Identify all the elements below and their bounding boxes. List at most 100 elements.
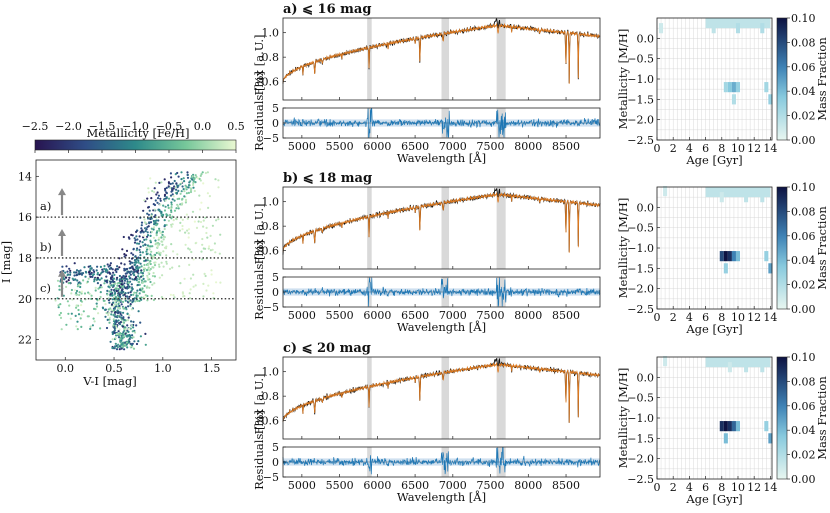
cmd-star-point (147, 266, 150, 269)
cmd-star-point (183, 190, 186, 193)
cmd-star-point (58, 285, 61, 288)
cmd-star-point (113, 347, 116, 350)
metallicity-colorbar-tick-label: 0.0 (194, 120, 212, 133)
cmd-star-point (129, 262, 132, 265)
cmd-star-point (108, 267, 111, 270)
cmd-star-point (140, 269, 143, 272)
cmd-star-point (191, 178, 194, 181)
cmd-star-point (199, 220, 203, 224)
cmd-star-point (157, 219, 160, 222)
cmd-star-point (193, 177, 196, 180)
cmd-star-point (153, 208, 156, 211)
age-met-cell (659, 23, 664, 34)
age-met-cell (723, 421, 728, 432)
cmd-star-point (219, 281, 222, 284)
cmd-cut-label: c) (40, 281, 51, 295)
cmd-star-point (115, 332, 118, 336)
mass-fraction-tick-label: 0.04 (791, 85, 816, 98)
cmd-star-point (135, 342, 139, 346)
cmd-star-point (88, 292, 91, 295)
cmd-star-point (106, 289, 109, 292)
cmd-star-point (189, 277, 192, 280)
cmd-star-point (198, 194, 201, 197)
cmd-star-point (103, 267, 106, 270)
age-xtick-label: 6 (702, 142, 709, 155)
cmd-star-point (122, 235, 125, 239)
cmd-star-point (145, 246, 148, 249)
cmd-star-point (182, 177, 185, 180)
cmd-star-point (171, 266, 174, 269)
cmd-star-point (170, 201, 173, 204)
cmd-star-point (213, 242, 216, 245)
cmd-star-point (146, 268, 149, 271)
cmd-star-point (146, 231, 149, 234)
cmd-star-point (131, 278, 134, 281)
cmd-star-point (120, 291, 123, 294)
cmd-star-point (98, 278, 101, 281)
spectrum-xtick-label: 8500 (552, 140, 580, 153)
cmd-star-point (175, 182, 178, 185)
cmd-star-point (150, 230, 153, 233)
cmd-star-point (132, 253, 135, 256)
spectrum-xtick-label: 6000 (363, 309, 391, 322)
cmd-star-point (67, 312, 70, 315)
mass-fraction-tick-label: 0.02 (791, 449, 816, 462)
cmd-star-point (118, 304, 121, 308)
cmd-star-point (205, 226, 208, 229)
cmd-star-point (106, 271, 109, 274)
cmd-star-point (177, 175, 180, 178)
cmd-star-point (108, 290, 111, 293)
residual-ytick-label: 5 (272, 102, 279, 115)
cmd-star-point (129, 336, 132, 339)
cmd-star-point (119, 312, 122, 315)
cmd-star-point (128, 314, 131, 317)
cmd-star-point (161, 243, 164, 246)
cmd-star-point (209, 234, 212, 237)
cmd-star-point (210, 269, 213, 272)
cmd-star-point (143, 284, 146, 287)
spectrum-axes-frame (282, 186, 601, 270)
cmd-star-point (110, 291, 113, 294)
cmd-star-point (131, 287, 134, 291)
residual-ytick-label: 0 (272, 456, 279, 469)
cmd-star-point (78, 283, 81, 286)
cmd-star-point (151, 283, 154, 286)
spectrum-xtick-label: 7000 (439, 140, 467, 153)
cmd-star-point (157, 238, 160, 241)
cmd-star-point (93, 280, 96, 283)
age-xtick-label: 14 (763, 142, 777, 155)
cmd-star-point (171, 193, 174, 196)
cmd-star-point (62, 294, 65, 297)
cmd-star-point (136, 242, 139, 245)
cmd-star-point (148, 269, 151, 272)
cmd-magnitude-cuts: a) b) c) (36, 188, 236, 300)
cmd-star-point (147, 217, 150, 220)
age-met-cell (705, 187, 771, 198)
cmd-star-point (186, 176, 190, 179)
cmd-star-point (70, 312, 73, 315)
cmd-star-point (124, 306, 127, 309)
cmd-star-point (76, 279, 79, 282)
cmd-star-point (126, 329, 129, 332)
age-xtick-label: 2 (670, 142, 677, 155)
cmd-star-point (120, 347, 123, 350)
cmd-star-point (204, 171, 207, 175)
residual-ytick-label: −5 (263, 132, 279, 145)
cmd-star-point (116, 268, 119, 271)
cmd-star-point (201, 258, 204, 261)
cmd-star-point (57, 306, 60, 309)
cmd-star-point (140, 224, 143, 227)
cmd-star-point (164, 189, 167, 192)
cmd-star-point (179, 221, 182, 224)
cmd-star-point (139, 251, 142, 254)
cmd-star-point (123, 293, 126, 296)
cmd-star-point (184, 200, 188, 203)
cmd-star-point (99, 265, 102, 268)
cmd-star-point (139, 245, 142, 248)
mass-fraction-tick-label: 0.06 (791, 230, 816, 243)
cmd-star-point (126, 295, 129, 298)
cmd-star-point (158, 265, 161, 268)
cmd-star-point (66, 274, 69, 277)
cmd-star-point (165, 191, 168, 194)
cmd-star-point (202, 295, 205, 298)
